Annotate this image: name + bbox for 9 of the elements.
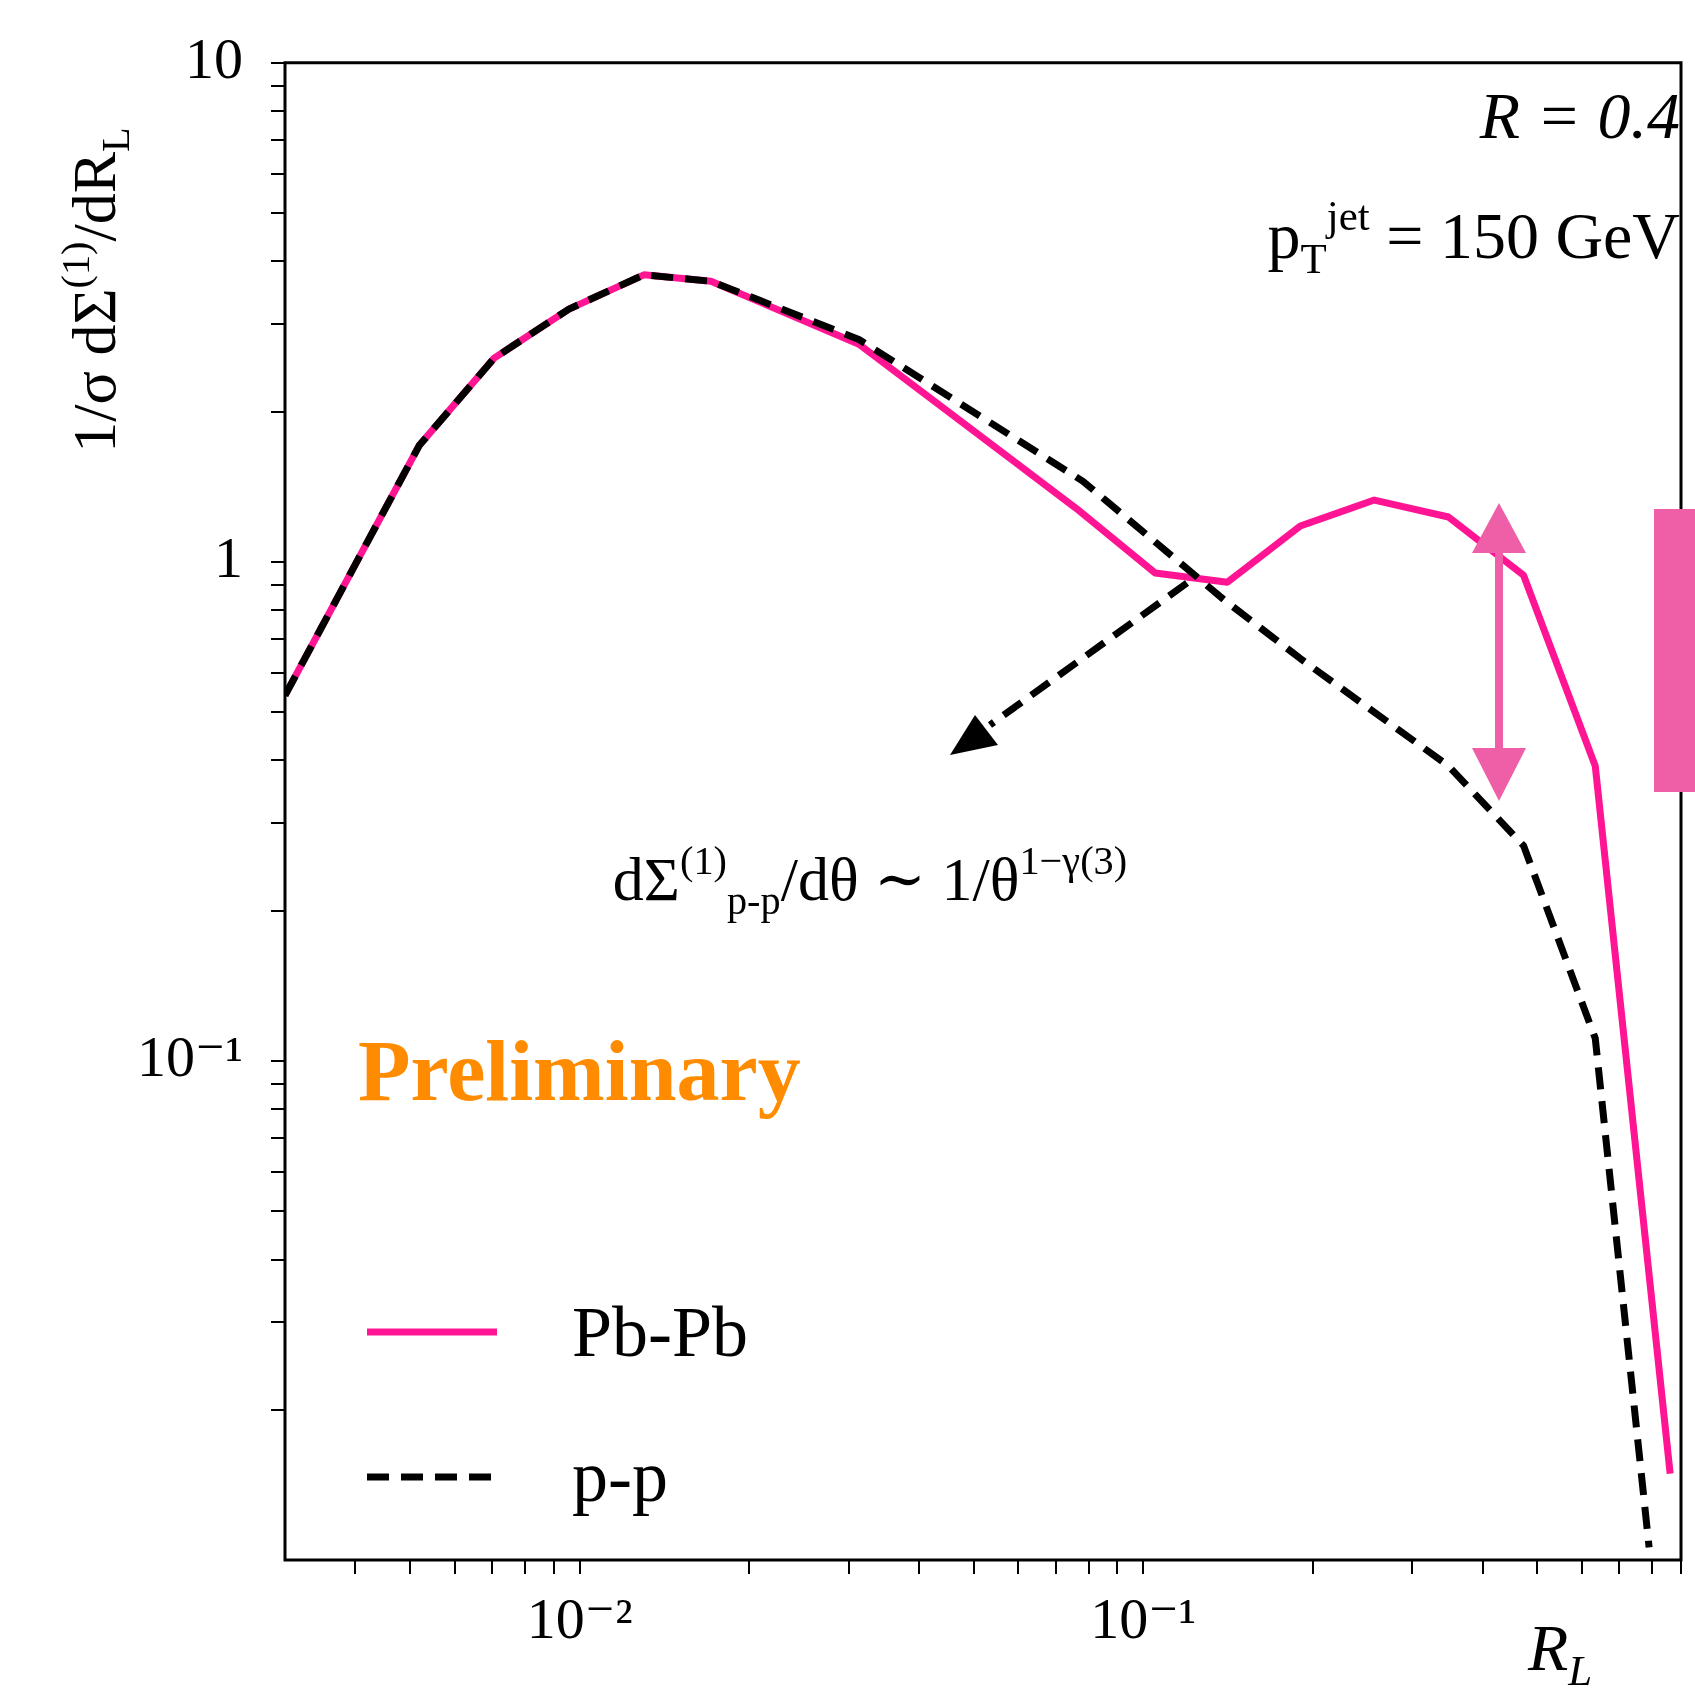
y-axis-title: 1/σ dΣ(1)/dRL (52, 127, 138, 453)
annotation: Preliminary (358, 1023, 801, 1119)
y-tick-label: 10 (185, 26, 243, 92)
legend-label: Pb-Pb (572, 1292, 749, 1372)
legend-label: p-p (572, 1437, 668, 1517)
y-tick-label: 10⁻¹ (136, 1024, 243, 1090)
y-tick-label: 1 (214, 525, 243, 591)
x-tick-label: 10⁻² (526, 1586, 633, 1652)
annotation: R = 0.4 (1478, 79, 1681, 152)
